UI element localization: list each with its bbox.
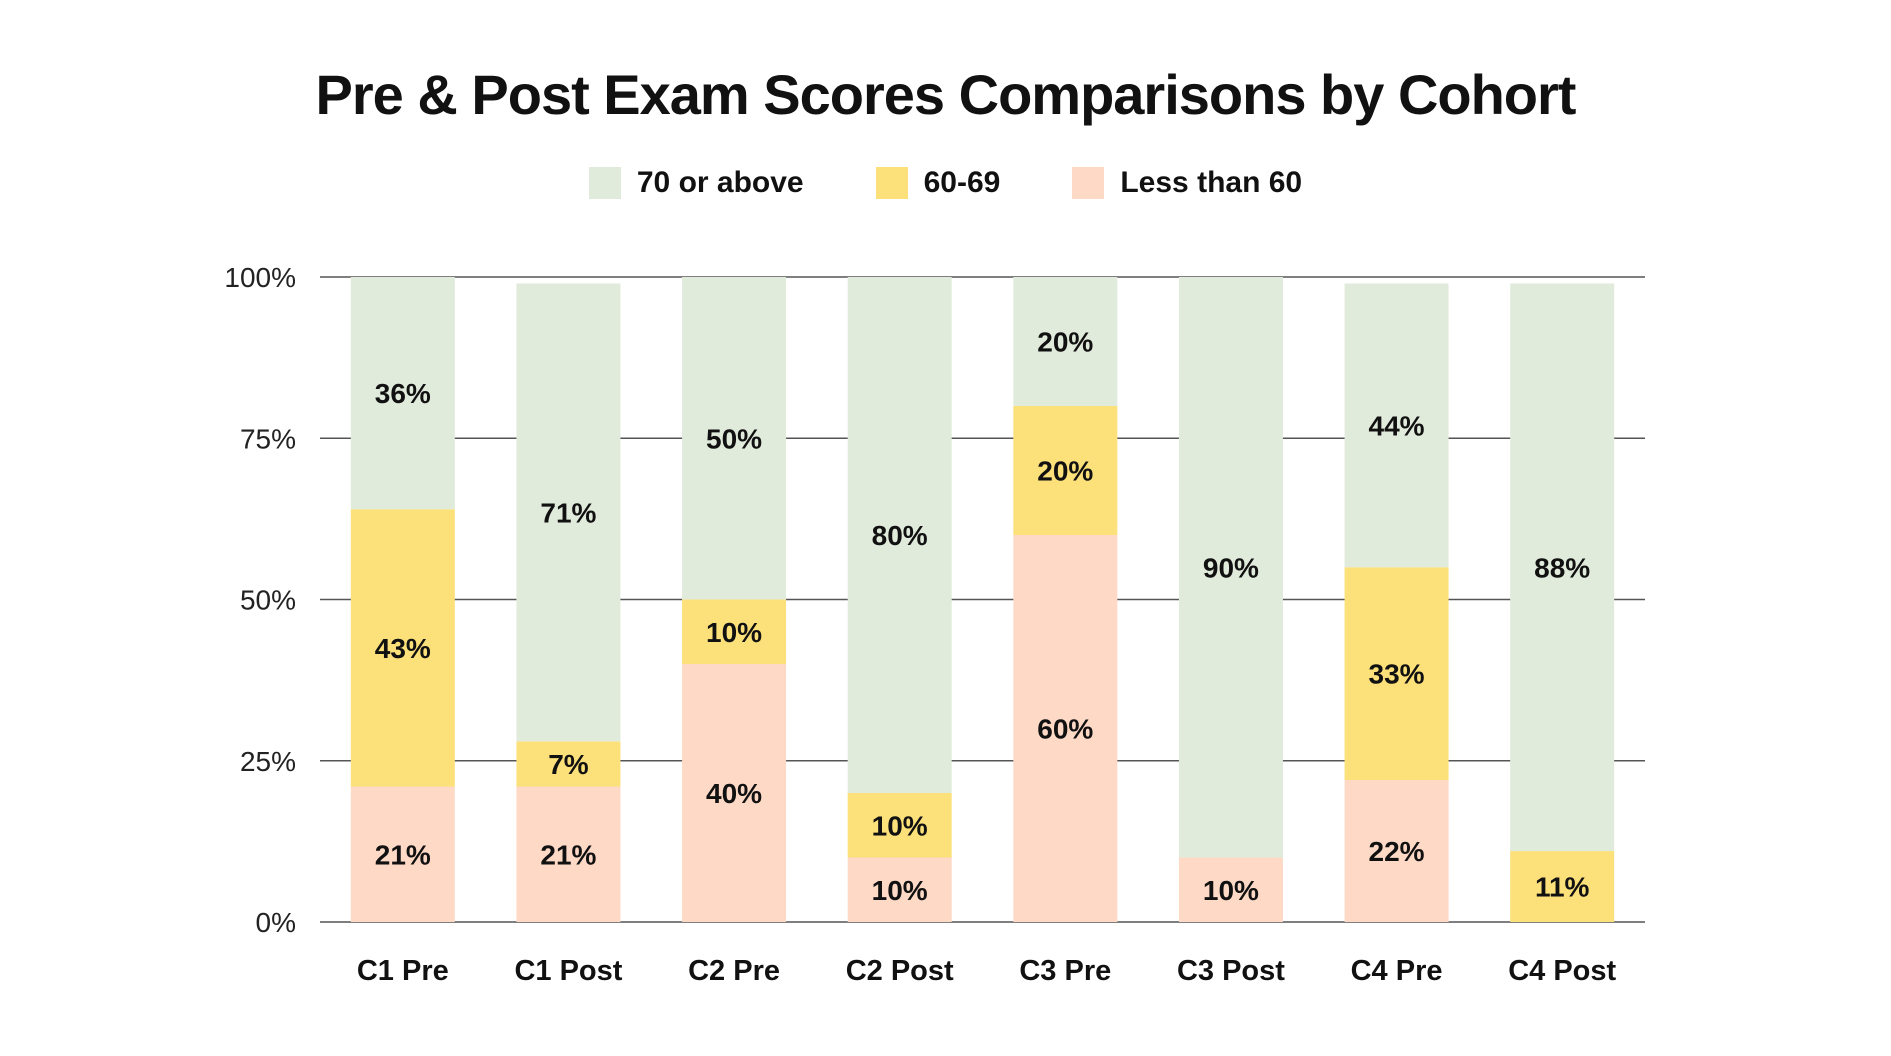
bar-segment-c4-pre-less-than-60 (1344, 780, 1449, 922)
bar-segment-c4-pre-60-69 (1344, 567, 1449, 781)
data-label: 50% (706, 423, 762, 454)
x-tick-label: C1 Pre (357, 955, 449, 987)
data-label: 10% (872, 810, 928, 841)
bar-segment-c1-pre-70-or-above (350, 277, 455, 510)
bar-segment-c2-post-60-69 (847, 793, 952, 858)
x-tick-label: C2 Pre (688, 955, 780, 987)
legend-swatch (1072, 167, 1105, 199)
x-tick-label: C2 Post (846, 955, 954, 987)
legend-item-70-or-above: 70 or above (588, 166, 804, 200)
data-label: 10% (1203, 875, 1259, 906)
bar-segment-c1-post-70-or-above (516, 283, 621, 742)
bar-segment-c4-post-60-69 (1510, 851, 1615, 922)
bar-segment-c2-pre-60-69 (682, 599, 787, 664)
data-label: 90% (1203, 552, 1259, 583)
data-label: 88% (1534, 552, 1590, 583)
bar-segment-c2-pre-less-than-60 (682, 664, 787, 922)
y-tick-label: 0% (256, 907, 296, 938)
chart-title: Pre & Post Exam Scores Comparisons by Co… (315, 63, 1577, 126)
bar-segment-c3-post-less-than-60 (1178, 857, 1283, 922)
data-label: 21% (540, 839, 596, 870)
x-tick-label: C4 Pre (1351, 955, 1443, 987)
legend-swatch (588, 167, 621, 199)
bar-segment-c3-pre-70-or-above (1013, 277, 1118, 406)
legend-label: Less than 60 (1120, 166, 1303, 199)
x-tick-label: C1 Post (514, 955, 622, 987)
bar-segment-c1-pre-less-than-60 (350, 786, 455, 922)
legend-label: 60-69 (923, 166, 1001, 199)
bar-segment-c3-post-70-or-above (1178, 277, 1283, 858)
bar-segment-c1-post-less-than-60 (516, 786, 621, 922)
bar-segment-c3-pre-less-than-60 (1013, 535, 1118, 922)
data-label: 43% (375, 633, 431, 664)
legend-item-60-69: 60-69 (875, 166, 1001, 200)
y-tick-label: 75% (240, 423, 296, 454)
data-label: 21% (375, 839, 431, 870)
data-label: 33% (1369, 659, 1425, 690)
data-label: 20% (1037, 456, 1093, 487)
data-label: 44% (1369, 410, 1425, 441)
bar-segment-c4-pre-70-or-above (1344, 283, 1449, 568)
y-tick-label: 25% (240, 746, 296, 777)
legend-label: 70 or above (636, 166, 804, 199)
data-label: 60% (1037, 714, 1093, 745)
data-label: 80% (872, 520, 928, 551)
legend-item-less-than-60: Less than 60 (1072, 166, 1302, 200)
data-label: 10% (872, 875, 928, 906)
legend-swatch (875, 167, 908, 199)
data-label: 36% (375, 378, 431, 409)
data-label: 20% (1037, 327, 1093, 358)
bar-segment-c2-post-less-than-60 (847, 857, 952, 922)
data-label: 40% (706, 778, 762, 809)
legend: 70 or above 60-69 Less than 60 (0, 166, 1891, 200)
data-label: 7% (548, 749, 589, 780)
x-tick-label: C3 Post (1177, 955, 1285, 987)
bar-segment-c1-pre-60-69 (350, 509, 455, 787)
data-label: 22% (1369, 836, 1425, 867)
data-label: 11% (1535, 872, 1590, 903)
bar-segment-c3-pre-60-69 (1013, 406, 1118, 535)
bars: 21% 43% 36% 21% 7% 71% 40% 10% 50% 10% 10% 80% 60% 20… (350, 277, 1615, 922)
y-tick-label: 50% (240, 585, 296, 616)
bar-segment-c2-pre-70-or-above (682, 277, 787, 600)
bar-segment-c2-post-70-or-above (847, 277, 952, 793)
x-tick-label: C3 Pre (1019, 955, 1111, 987)
data-label: 71% (540, 497, 596, 528)
bar-segment-c1-post-60-69 (516, 741, 621, 787)
y-tick-label: 100% (224, 262, 296, 293)
data-label: 10% (706, 617, 762, 648)
bar-segment-c4-post-70-or-above (1510, 283, 1615, 852)
x-tick-label: C4 Post (1508, 955, 1616, 987)
